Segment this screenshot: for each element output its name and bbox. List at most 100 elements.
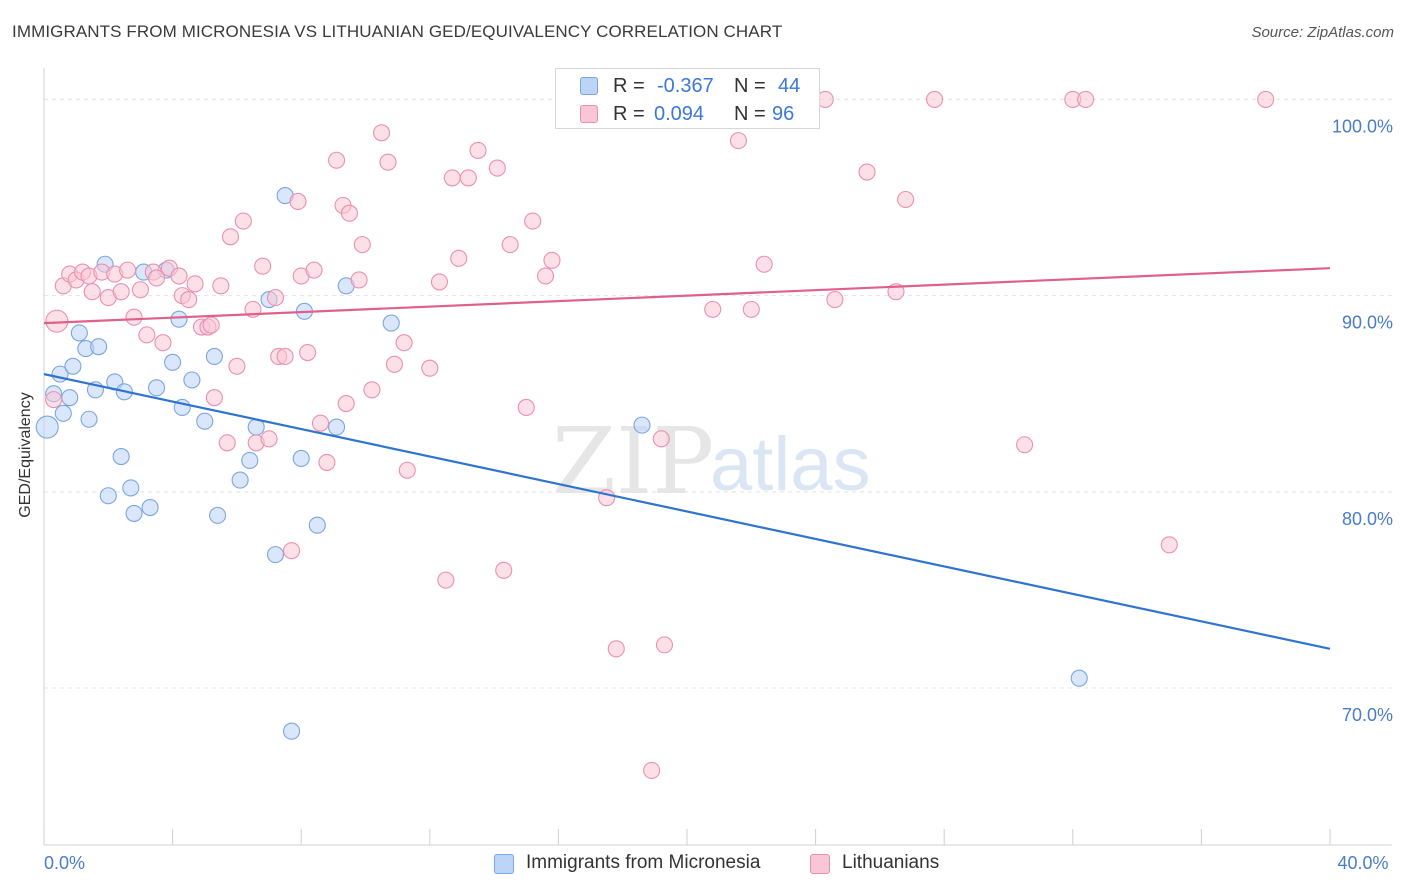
data-point	[202, 316, 220, 334]
data-point	[607, 640, 625, 658]
data-point	[45, 391, 63, 409]
r-label: R =	[613, 103, 645, 125]
data-point	[254, 257, 272, 275]
data-point	[260, 430, 278, 448]
data-point	[318, 453, 336, 471]
data-point	[183, 371, 201, 389]
data-point	[1077, 90, 1095, 108]
trend-line-blue	[43, 373, 1331, 650]
x-tick-label: 0.0%	[44, 853, 85, 873]
data-point	[308, 516, 326, 534]
grid-layer	[44, 98, 1392, 689]
data-point	[350, 271, 368, 289]
stats-legend-row-lithuanians: R = 0.094 N = 96	[556, 101, 819, 129]
data-point	[382, 314, 400, 332]
data-point	[125, 504, 143, 522]
data-point	[170, 310, 188, 328]
y-tick-label: 70.0%	[1342, 705, 1393, 725]
data-point	[459, 169, 477, 187]
data-point	[122, 479, 140, 497]
data-point	[543, 251, 561, 269]
data-point	[729, 132, 747, 150]
data-point	[231, 471, 249, 489]
data-point	[70, 324, 88, 342]
data-point	[337, 394, 355, 413]
x-tick-label: 40.0%	[1337, 853, 1388, 873]
data-point	[221, 228, 240, 246]
data-point	[228, 357, 246, 375]
watermark: ZIP atlas	[552, 408, 871, 515]
data-point	[437, 571, 455, 589]
data-point	[119, 261, 137, 279]
series-micronesia	[35, 187, 1088, 740]
data-point	[266, 546, 285, 564]
n-value: 44	[778, 75, 801, 97]
data-point	[54, 404, 72, 422]
n-label: N =	[734, 103, 766, 125]
data-point	[266, 289, 285, 307]
legend-swatch-blue	[494, 854, 514, 874]
data-point	[141, 498, 159, 517]
data-point	[131, 281, 149, 299]
data-point	[1016, 436, 1034, 454]
data-point	[340, 204, 358, 222]
stats-legend: R = -0.367 N = 44 R = 0.094 N = 96	[555, 68, 820, 129]
blue-swatch	[580, 77, 598, 95]
data-point	[299, 343, 317, 362]
y-tick-label: 90.0%	[1342, 313, 1393, 333]
watermark-atlas: atlas	[710, 422, 871, 507]
data-point	[643, 761, 661, 779]
data-point	[289, 192, 307, 211]
data-point	[742, 300, 760, 318]
data-point	[443, 169, 461, 187]
data-point	[421, 359, 439, 377]
series-lithuanians	[45, 90, 1275, 779]
pink-swatch	[580, 105, 598, 123]
data-point	[469, 141, 487, 159]
data-point	[125, 308, 143, 326]
data-point	[112, 447, 130, 466]
data-point	[633, 416, 651, 434]
axes-layer: 70.0% 80.0% 90.0% 100.0% 0.0% 40.0%	[43, 68, 1393, 873]
data-point	[35, 415, 59, 439]
data-point	[704, 300, 722, 318]
trend-layer	[43, 267, 1331, 650]
data-point	[112, 283, 130, 301]
y-axis-label: GED/Equivalency	[17, 392, 34, 517]
r-value: 0.094	[654, 103, 705, 125]
data-point	[395, 334, 413, 352]
data-point	[328, 418, 346, 436]
data-point	[170, 267, 188, 285]
data-point	[1257, 90, 1275, 108]
data-point	[305, 261, 323, 279]
data-point	[353, 236, 371, 254]
data-point	[276, 347, 294, 366]
r-value: -0.367	[657, 75, 714, 97]
watermark-zip: ZIP	[552, 408, 714, 515]
data-point	[398, 461, 416, 479]
data-point	[196, 412, 214, 430]
data-point	[147, 269, 166, 287]
data-point	[652, 430, 670, 448]
data-point	[205, 347, 223, 366]
data-point	[83, 283, 101, 301]
data-point	[205, 389, 223, 407]
chart-title: IMMIGRANTS FROM MICRONESIA VS LITHUANIAN…	[12, 22, 783, 41]
data-point	[430, 273, 448, 291]
data-point	[138, 326, 156, 344]
data-point	[212, 277, 230, 295]
data-point	[536, 267, 555, 285]
n-value: 96	[772, 103, 795, 125]
data-point	[186, 275, 204, 293]
data-point	[61, 389, 79, 407]
data-point	[655, 636, 674, 654]
data-point	[164, 353, 182, 371]
data-point	[826, 291, 844, 309]
n-label: N =	[734, 75, 766, 97]
y-tick-label: 100.0%	[1332, 116, 1393, 136]
r-label: R =	[613, 75, 645, 97]
data-point	[180, 291, 198, 309]
data-point	[450, 249, 468, 267]
data-point	[524, 212, 542, 230]
